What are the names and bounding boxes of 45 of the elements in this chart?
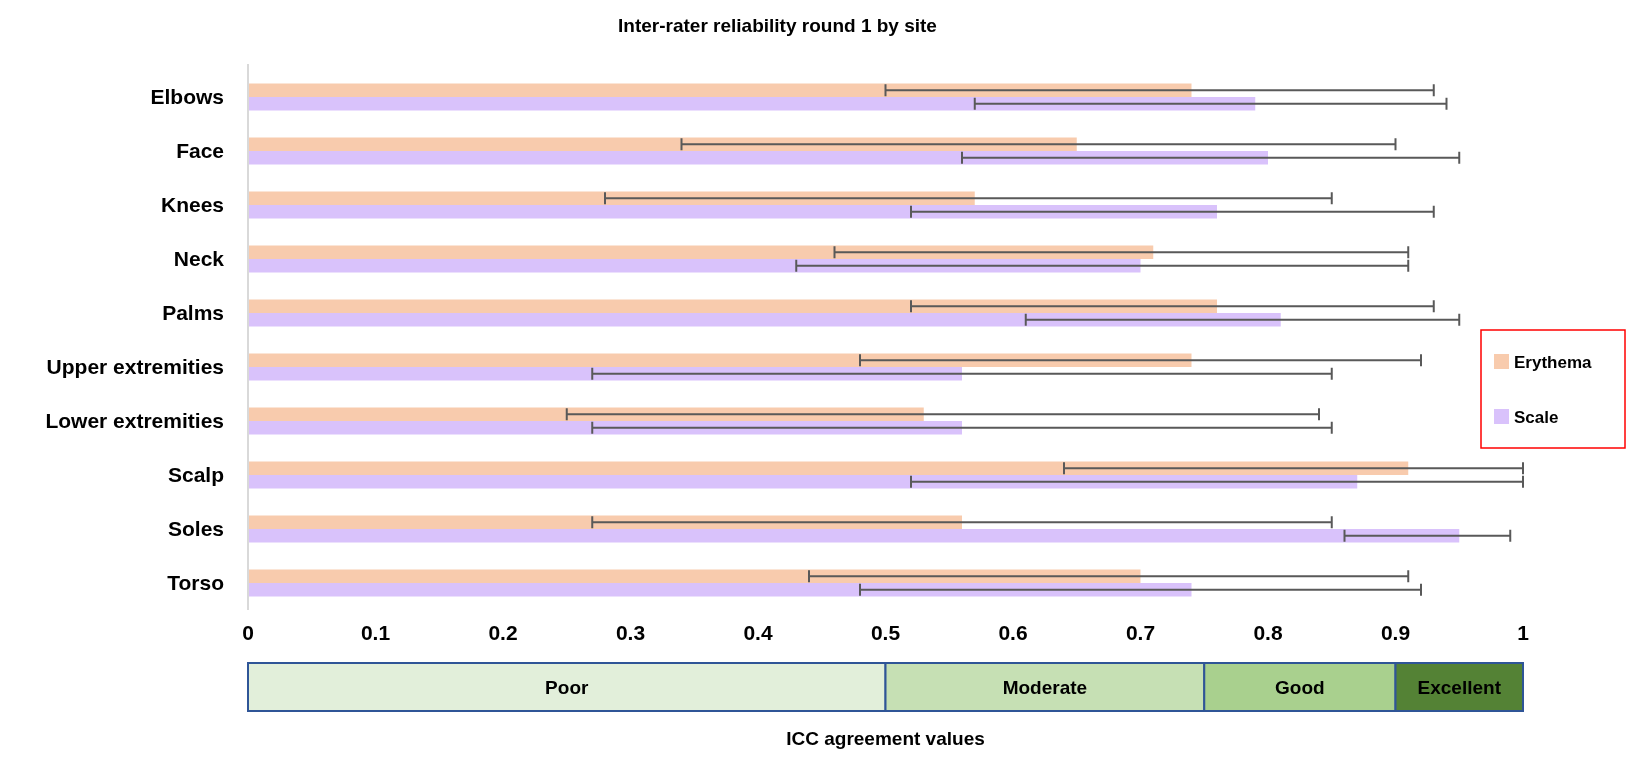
y-tick-label: Lower extremities: [45, 409, 224, 433]
x-tick-label: 0.1: [360, 621, 391, 644]
bar: [248, 259, 1141, 273]
bar: [248, 353, 1192, 367]
series-label: Moderate: [1002, 676, 1088, 698]
x-tick-label: 1: [1517, 621, 1530, 644]
bar: [248, 245, 1154, 259]
y-tick-label: Upper extremities: [46, 355, 224, 379]
y-tick-label: Palms: [162, 301, 224, 325]
x-tick-label: 0: [242, 621, 254, 644]
x-tick-label: 0.3: [615, 621, 646, 644]
x-axis-title: ICC agreement values: [786, 728, 985, 749]
bar: [248, 299, 1217, 313]
bar: [248, 205, 1217, 219]
bar: [248, 97, 1256, 111]
x-tick-label: 0.9: [1380, 621, 1411, 644]
series-label: Poor: [545, 676, 589, 698]
bar: [248, 569, 1141, 583]
bar: [248, 529, 1460, 543]
series-label: Excellent: [1417, 676, 1502, 698]
bar: [248, 151, 1268, 165]
bar: [248, 461, 1409, 475]
x-tick-label: 0.6: [998, 621, 1028, 644]
series-label: Good: [1275, 676, 1325, 698]
y-tick-label: Knees: [160, 193, 224, 217]
y-tick-label: Neck: [173, 247, 225, 271]
y-tick-label: Soles: [167, 517, 224, 541]
y-tick-label: Scalp: [167, 463, 224, 487]
y-tick-label: Elbows: [150, 85, 224, 109]
legend-label: Scale: [1514, 407, 1559, 427]
bar: [248, 475, 1358, 489]
x-tick-label: 0.8: [1253, 621, 1283, 644]
y-tick-label: Torso: [167, 571, 224, 595]
legend-label: Erythema: [1514, 352, 1593, 372]
bar: [248, 367, 962, 381]
y-tick-label: Face: [176, 139, 224, 163]
chart-title: Inter-rater reliability round 1 by site: [618, 15, 937, 36]
x-tick-label: 0.2: [488, 621, 518, 644]
bar: [248, 83, 1192, 97]
x-tick-label: 0.7: [1125, 621, 1156, 644]
bar: [248, 421, 962, 435]
x-tick-label: 0.4: [743, 621, 773, 644]
bar: [248, 583, 1192, 597]
x-tick-label: 0.5: [870, 621, 901, 644]
bar: [248, 313, 1281, 327]
